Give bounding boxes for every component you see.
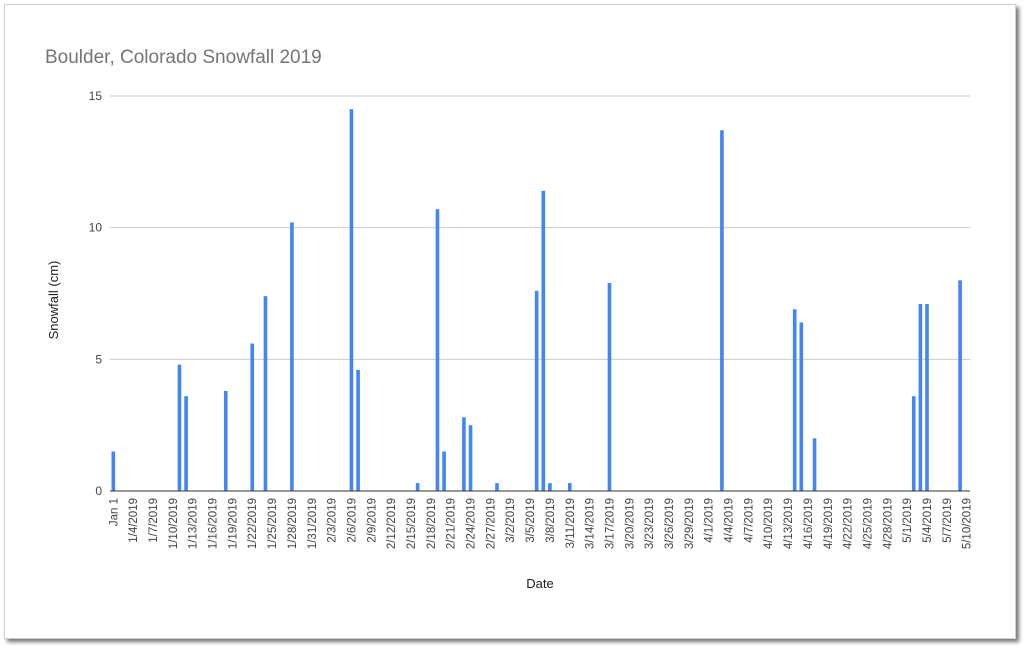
bar [911,396,916,491]
bar [111,451,116,491]
x-tick-label: 3/14/2019 [585,498,597,549]
x-tick-label: 4/19/2019 [823,498,835,549]
bar [567,483,572,491]
x-tick-label: 2/21/2019 [446,498,458,549]
x-tick-label: Jan 1 [108,498,120,526]
x-tick-label: 4/7/2019 [743,498,755,543]
bar [792,309,797,491]
x-tick-label: 3/2/2019 [505,498,517,543]
bar [541,190,546,492]
x-tick-label: 1/16/2019 [208,498,220,549]
x-tick-label: 2/12/2019 [386,498,398,549]
y-tick-labels: 0 5 10 15 [89,89,103,498]
x-tick-label: 1/28/2019 [287,498,299,549]
bar [495,483,499,491]
x-tick-label: 4/13/2019 [783,498,795,549]
y-tick-label: 10 [89,221,103,235]
bar [799,322,804,491]
bar [442,451,446,491]
bar [534,290,539,491]
x-tick-label: 4/4/2019 [724,498,736,543]
bar [462,417,466,491]
x-tick-label: 2/3/2019 [327,498,339,543]
bar [435,209,440,491]
bars [111,109,962,492]
bar [720,130,724,491]
bar [356,369,360,491]
x-tick-label: 1/25/2019 [267,498,279,549]
x-tick-label: 5/7/2019 [942,498,954,543]
bar [607,282,612,491]
x-tick-label: 1/10/2019 [168,498,180,549]
x-tick-label: 5/10/2019 [962,498,974,549]
x-tick-label: 1/13/2019 [188,498,200,549]
x-tick-label: 2/24/2019 [466,498,478,549]
x-tick-label: 2/27/2019 [485,498,497,549]
x-tick-label: 2/15/2019 [406,498,418,549]
x-tick-label: 1/7/2019 [148,498,160,543]
bar [958,280,962,491]
x-tick-label: 3/11/2019 [565,498,577,548]
x-tick-labels: Jan 1 1/4/2019 1/7/2019 1/10/2019 1/13/2019 1… [108,498,973,549]
bar [925,304,929,491]
x-tick-label: 3/29/2019 [684,498,696,549]
x-tick-label: 3/8/2019 [545,498,557,543]
x-tick-label: 1/31/2019 [307,498,319,549]
x-tick-label: 3/26/2019 [664,498,676,549]
chart-title: Boulder, Colorado Snowfall 2019 [45,47,322,68]
x-tick-label: 2/18/2019 [426,498,438,549]
x-tick-label: 4/22/2019 [843,498,855,549]
x-tick-label: 4/28/2019 [882,498,894,549]
x-tick-label: 4/16/2019 [803,498,815,549]
bar [177,364,182,491]
x-tick-label: 2/6/2019 [346,498,358,543]
y-tick-label: 0 [95,484,102,498]
y-tick-label: 5 [95,352,102,366]
grid-lines [110,95,970,360]
x-tick-label: 3/5/2019 [525,498,537,543]
x-tick-label: 3/17/2019 [604,498,616,549]
bar [290,222,294,491]
bar [263,296,268,491]
x-tick-label: 5/1/2019 [902,498,914,543]
x-tick-label: 1/22/2019 [247,498,259,549]
x-axis-title: Date [526,576,553,591]
bar [415,483,420,491]
bar [184,396,188,491]
x-tick-label: 4/1/2019 [704,498,716,543]
x-tick-label: 4/10/2019 [763,498,775,549]
bar [468,425,473,491]
bar [250,343,255,491]
x-tick-label: 3/20/2019 [624,498,636,549]
bar [918,304,923,491]
bar [548,483,552,491]
x-tick-label: 1/4/2019 [128,498,140,543]
x-tick-label: 2/9/2019 [366,498,378,543]
x-tick-label: 5/4/2019 [922,498,934,543]
y-axis-title: Snowfall (cm) [46,261,61,340]
chart-card [4,4,1016,639]
x-tick-label: 3/23/2019 [644,498,656,549]
x-tick-label: 4/25/2019 [862,498,874,549]
y-tick-label: 15 [89,89,103,103]
x-tick-label: 1/19/2019 [227,498,239,549]
bar [223,390,228,491]
bar [812,438,817,491]
bar [349,109,354,492]
